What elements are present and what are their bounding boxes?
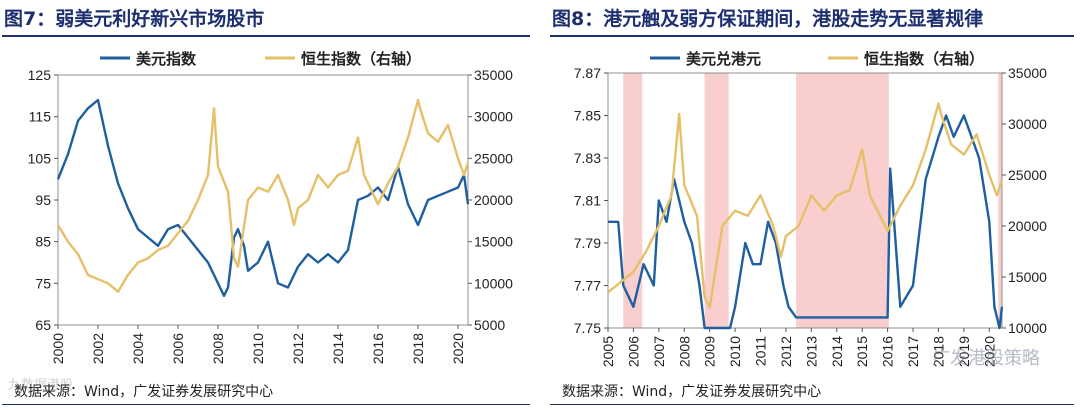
- x-tick-label: 2017: [905, 336, 921, 367]
- x-tick-label: 2010: [727, 336, 743, 367]
- y-left-tick-label: 125: [28, 67, 52, 83]
- x-tick-label: 2018: [930, 336, 946, 367]
- y-left-tick-label: 7.81: [574, 193, 601, 209]
- x-tick-label: 2016: [880, 336, 896, 367]
- bottom-divider: [2, 404, 530, 405]
- y-right-tick-label: 10000: [1008, 320, 1047, 336]
- y-right-tick-label: 10000: [474, 275, 513, 291]
- y-right-tick-label: 15000: [474, 234, 513, 250]
- legend-label: 美元指数: [136, 50, 197, 68]
- y-left-tick-label: 85: [35, 234, 51, 250]
- y-right-tick-label: 30000: [1008, 116, 1047, 132]
- shaded-period: [704, 73, 729, 328]
- data-source: 数据来源：Wind，广发证券发展研究中心: [562, 384, 822, 400]
- y-right-tick-label: 5000: [474, 317, 505, 333]
- x-tick-label: 2008: [676, 336, 692, 367]
- shaded-period: [998, 73, 1002, 328]
- y-right-tick-label: 15000: [1008, 269, 1047, 285]
- chart-title: 图7：弱美元利好新兴市场股市: [4, 8, 265, 30]
- x-tick-label: 2011: [753, 336, 769, 366]
- y-right-tick-label: 25000: [1008, 167, 1047, 183]
- x-tick-label: 2016: [370, 333, 386, 364]
- x-tick-label: 2012: [778, 336, 794, 367]
- data-source: 数据来源：Wind，广发证券发展研究中心: [14, 384, 274, 400]
- y-left-tick-label: 7.87: [574, 65, 601, 81]
- y-left-tick-label: 7.83: [574, 150, 601, 166]
- title-divider: [2, 35, 530, 37]
- chart-panel-left: 图7：弱美元利好新兴市场股市 65 75 85 95 105 115 125 5000 1000…: [0, 0, 536, 410]
- series-line: [607, 102, 1004, 309]
- x-tick-label: 2006: [170, 333, 186, 364]
- y-right-tick-label: 35000: [1008, 65, 1047, 81]
- y-right-tick-label: 20000: [474, 192, 513, 208]
- series-line: [56, 98, 470, 293]
- x-tick-label: 2020: [981, 336, 997, 367]
- legend-label: 恒生指数（右轴）: [864, 50, 984, 68]
- legend-label: 美元兑港元: [686, 50, 761, 68]
- y-left-tick-label: 115: [29, 109, 52, 125]
- x-tick-label: 2019: [956, 336, 972, 367]
- y-right-tick-label: 30000: [474, 109, 513, 125]
- title-divider: [550, 35, 1074, 37]
- y-left-tick-label: 7.85: [574, 108, 601, 124]
- y-left-tick-label: 7.79: [574, 235, 601, 251]
- x-tick-label: 2012: [290, 333, 306, 364]
- y-right-tick-label: 20000: [1008, 218, 1047, 234]
- legend-label: 恒生指数（右轴）: [301, 50, 421, 68]
- y-left-tick-label: 7.75: [574, 320, 601, 336]
- x-tick-label: 2014: [829, 336, 845, 367]
- x-tick-label: 2006: [625, 336, 641, 367]
- bottom-divider: [550, 404, 1074, 405]
- x-tick-label: 2005: [600, 336, 616, 367]
- x-tick-label: 2002: [90, 333, 106, 364]
- y-right-tick-label: 35000: [474, 67, 513, 83]
- x-tick-label: 2015: [854, 336, 870, 367]
- x-tick-label: 2014: [330, 333, 346, 364]
- line-chart-left: 65 75 85 95 105 115 125 5000 10000 15000 20000 2500…: [28, 50, 514, 364]
- x-tick-label: 2020: [450, 333, 466, 364]
- series-line: [56, 98, 470, 298]
- x-tick-label: 2008: [210, 333, 226, 364]
- x-tick-label: 2013: [803, 336, 819, 367]
- chart-panel-right: 图8：港元触及弱方保证期间，港股走势无显著规律 7.75 7.77 7.79 7.81…: [548, 0, 1080, 410]
- watermark: 九数据港股: [8, 378, 74, 393]
- line-chart-right: 7.75 7.77 7.79 7.81 7.83 7.85 7.87 10000 15000 20…: [574, 50, 1047, 367]
- y-left-tick-label: 7.77: [574, 278, 601, 294]
- y-left-tick-label: 65: [35, 317, 51, 333]
- x-tick-label: 2018: [410, 333, 426, 364]
- x-tick-label: 2010: [250, 333, 266, 364]
- x-tick-label: 2000: [50, 333, 66, 364]
- x-tick-label: 2009: [702, 336, 718, 367]
- chart-title: 图8：港元触及弱方保证期间，港股走势无显著规律: [552, 8, 984, 30]
- x-tick-label: 2007: [651, 336, 667, 367]
- y-right-tick-label: 25000: [474, 150, 513, 166]
- y-left-tick-label: 95: [35, 192, 51, 208]
- y-left-tick-label: 75: [35, 275, 51, 291]
- y-left-tick-label: 105: [28, 150, 52, 166]
- x-tick-label: 2004: [130, 333, 146, 364]
- watermark: 广发港股策略: [932, 348, 1040, 369]
